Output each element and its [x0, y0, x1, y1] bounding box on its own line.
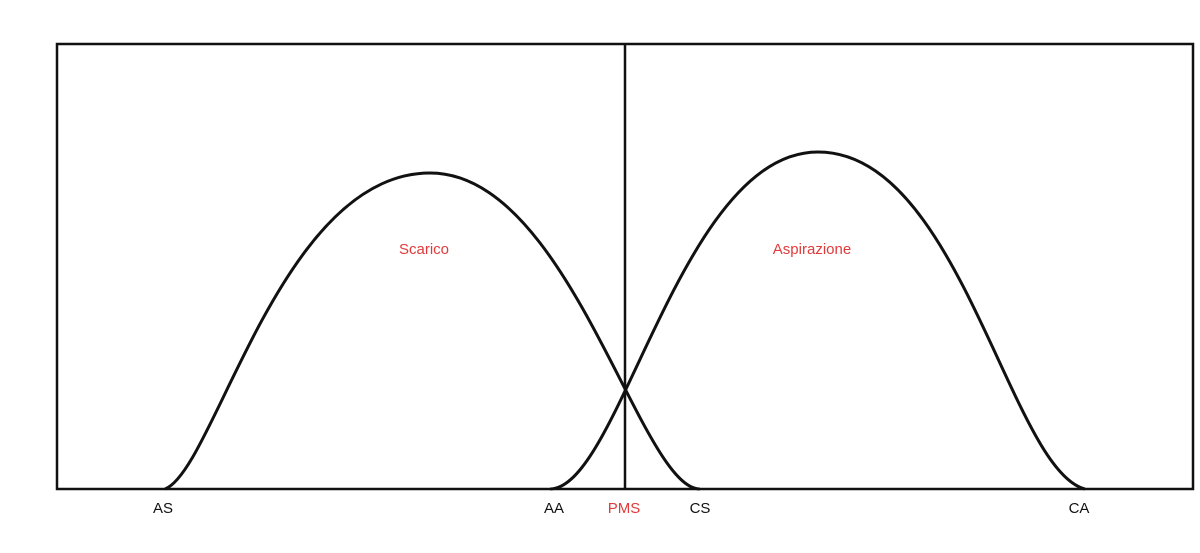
exhaust-curve	[164, 171, 701, 491]
marker-label: AA	[544, 500, 564, 517]
marker-label: AS	[153, 500, 173, 517]
intake-label: Aspirazione	[773, 241, 851, 258]
marker-label: CA	[1069, 500, 1090, 517]
intake-curve	[549, 150, 1086, 491]
marker-label: CS	[690, 500, 711, 517]
exhaust-label: Scarico	[399, 241, 449, 258]
marker-label: PMS	[608, 500, 641, 517]
